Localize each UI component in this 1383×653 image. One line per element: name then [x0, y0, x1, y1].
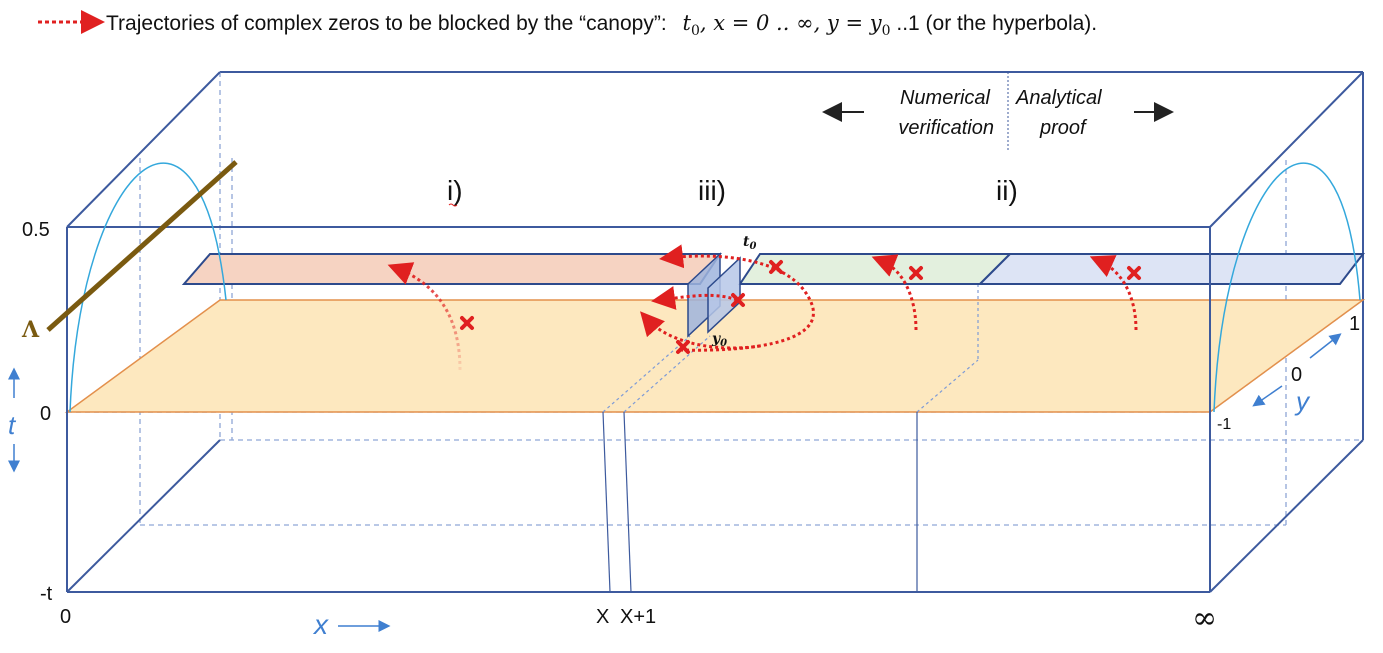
analytical-line-1: Analytical — [1015, 87, 1102, 109]
right-cross-section-arc — [1213, 162, 1361, 413]
svg-text:y0: y0 — [711, 331, 727, 349]
zero-mark — [731, 293, 745, 307]
t-zero-plane — [64, 299, 1366, 413]
zero-marks — [460, 260, 1141, 354]
lambda-label: Λ — [21, 317, 40, 343]
svg-text:Trajectories of complex zeros: Trajectories of complex zeros to be bloc… — [106, 11, 1097, 39]
trajectory-i — [387, 262, 462, 371]
x-axis-x-label: X — [596, 606, 609, 628]
region-label-i: i) — [447, 175, 463, 206]
legend-x-range: , x = 0 .. ∞, y = y — [700, 11, 883, 35]
legend-t0-subscript: 0 — [691, 23, 700, 39]
trajectory-ii-b — [1089, 255, 1138, 331]
canopy-left-region — [181, 253, 722, 285]
wall-label-y0-sub: 0 — [720, 338, 727, 349]
numerical-line-1: Numerical — [900, 87, 991, 109]
zero-mark — [676, 340, 690, 354]
trajectory-iii-inner — [651, 286, 738, 310]
legend-y0-subscript: 0 — [882, 23, 891, 39]
t-axis-symbol: t — [8, 410, 17, 440]
zero-mark — [460, 316, 474, 330]
trajectories — [387, 244, 1138, 371]
y-axis-arrow-down — [1252, 385, 1283, 407]
left-cross-section-arc — [69, 162, 227, 413]
t-axis-bottom-label: -t — [40, 583, 53, 605]
wall-label-t0-sub: 0 — [749, 241, 756, 252]
legend-tail: ..1 (or the hyperbola). — [891, 12, 1098, 35]
spell-squiggle — [448, 203, 458, 207]
trajectory-iii-lower — [640, 311, 761, 350]
wall-label-y0: y — [711, 331, 721, 347]
x-slice-verticals — [602, 411, 918, 593]
y-axis-zero-label: 0 — [1291, 364, 1302, 386]
x-axis-symbol: x — [312, 609, 329, 640]
region-label-iii: iii) — [698, 175, 726, 206]
x-axis-origin-label: 0 — [60, 606, 71, 628]
lambda-line — [46, 160, 238, 332]
zero-mark — [909, 266, 923, 280]
analytical-line-2: proof — [1039, 117, 1088, 139]
y-axis-minus-one-label: -1 — [1217, 416, 1231, 433]
trajectory-iii-outer — [659, 244, 815, 352]
zero-mark — [1127, 266, 1141, 280]
y-axis-arrow-up — [1309, 333, 1342, 359]
t-axis-top-label: 0.5 — [22, 219, 50, 241]
legend-t0-symbol: t — [683, 11, 692, 35]
zero-mark — [769, 260, 783, 274]
numerical-line-2: verification — [898, 117, 994, 139]
x-slice-lines — [602, 284, 979, 413]
trajectory-ii-a — [871, 254, 918, 331]
y-axis-symbol: y — [1294, 386, 1311, 416]
wall-label-t0: t — [743, 234, 750, 250]
y-axis-plus-one-label: 1 — [1349, 313, 1360, 335]
box-frame-back — [220, 71, 1364, 440]
legend-text: Trajectories of complex zeros to be bloc… — [106, 12, 667, 35]
svg-text:t0: t0 — [743, 234, 756, 252]
method-banner: Numerical verification Analytical proof — [822, 87, 1174, 139]
box-frame-front — [66, 71, 1364, 593]
canopy-right-region — [977, 253, 1366, 285]
legend: Trajectories of complex zeros to be bloc… — [38, 10, 1097, 39]
region-label-ii: ii) — [996, 175, 1018, 206]
x-axis-x-plus-1-label: X+1 — [620, 606, 656, 628]
x-axis-infinity-label: ∞ — [1192, 601, 1217, 636]
t-axis-zero-label: 0 — [40, 403, 51, 425]
